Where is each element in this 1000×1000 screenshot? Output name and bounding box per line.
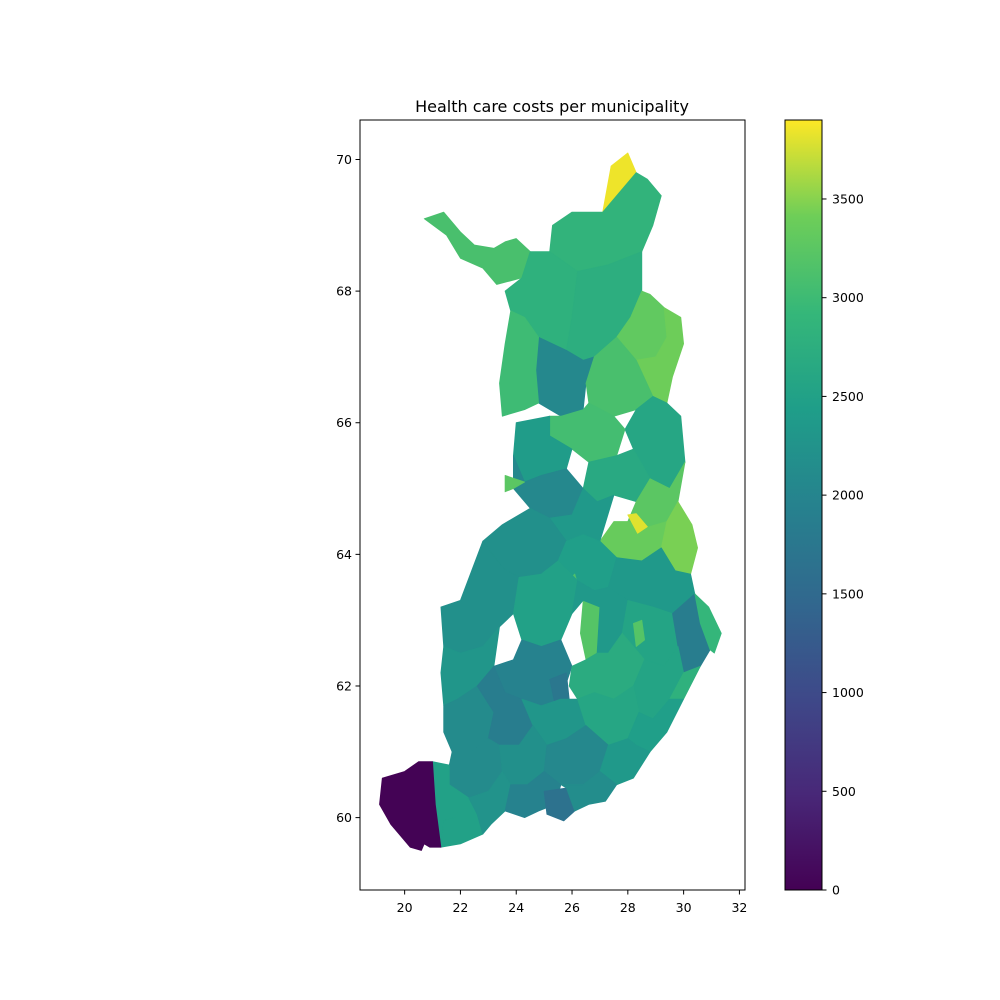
x-tick-label: 28 <box>620 900 636 915</box>
colorbar <box>785 120 822 890</box>
colorbar-tick-label: 1000 <box>832 685 864 700</box>
y-tick-label: 62 <box>336 678 352 693</box>
x-tick-label: 20 <box>397 900 413 915</box>
x-tick-label: 22 <box>452 900 468 915</box>
y-tick-label: 66 <box>336 415 352 430</box>
municipality-region <box>499 310 539 417</box>
y-axis: 60 62 64 66 68 70 <box>336 152 360 825</box>
colorbar-tick-label: 500 <box>832 784 856 799</box>
municipality-region <box>513 560 578 647</box>
x-tick-label: 32 <box>731 900 747 915</box>
y-tick-label: 60 <box>336 810 352 825</box>
colorbar-tick-label: 3000 <box>832 290 864 305</box>
colorbar-tick-label: 0 <box>832 883 840 898</box>
municipality-region <box>379 761 442 851</box>
x-axis: 20 22 24 26 28 30 32 <box>397 890 747 915</box>
y-tick-label: 68 <box>336 284 352 299</box>
municipality-region <box>543 787 576 822</box>
municipality-region <box>633 619 645 647</box>
colorbar-tick-label: 3500 <box>832 191 864 206</box>
municipality-region <box>560 771 618 812</box>
axes-frame <box>359 119 746 891</box>
x-tick-label: 24 <box>508 900 524 915</box>
colorbar-tick-label: 2000 <box>832 488 864 503</box>
x-tick-label: 26 <box>564 900 580 915</box>
municipality-region <box>627 513 648 534</box>
colorbar-frame <box>784 119 823 891</box>
colorbar-tick-label: 2500 <box>832 389 864 404</box>
municipality-region <box>694 593 722 654</box>
y-tick-label: 64 <box>336 547 352 562</box>
municipality-map <box>379 152 722 851</box>
colorbar-axis: 0 500 1000 1500 2000 2500 3000 3500 <box>822 191 864 898</box>
municipality-region <box>423 211 531 285</box>
colorbar-tick-label: 1500 <box>832 586 864 601</box>
municipality-region <box>504 474 525 493</box>
y-tick-label: 70 <box>336 152 352 167</box>
chart-title: Health care costs per municipality <box>415 97 689 116</box>
x-tick-label: 30 <box>676 900 692 915</box>
